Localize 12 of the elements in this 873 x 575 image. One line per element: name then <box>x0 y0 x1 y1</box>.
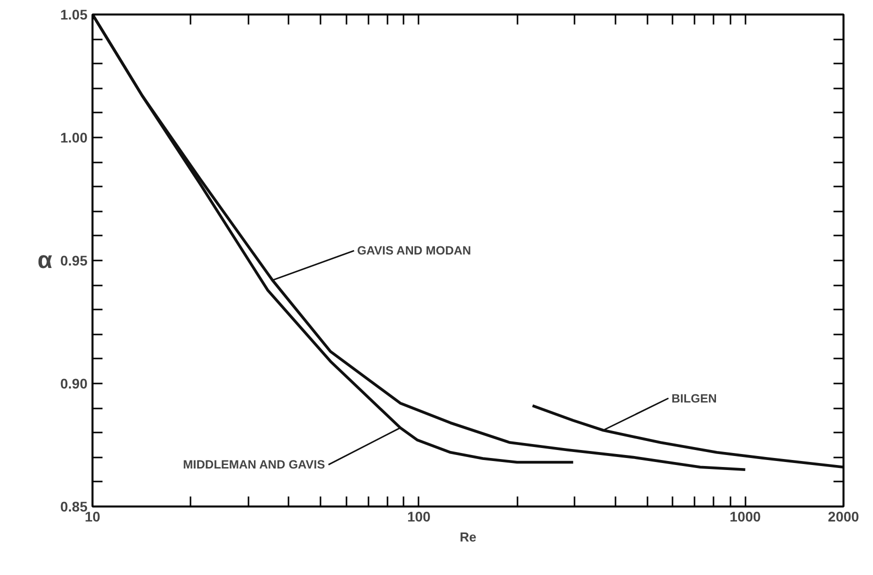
x-tick-label: 100 <box>407 508 431 524</box>
x-tick-label: 2000 <box>828 508 860 524</box>
y-tick-label: 1.05 <box>60 6 88 22</box>
x-axis-title: Re <box>460 530 476 544</box>
y-axis-title: α <box>38 247 52 274</box>
x-tick-label: 1000 <box>730 508 762 524</box>
y-tick-label: 0.90 <box>60 376 88 392</box>
annotation: GAVIS AND MODAN <box>357 244 472 258</box>
annotation: MIDDLEMAN AND GAVIS <box>183 458 326 472</box>
annotation: BILGEN <box>671 391 717 406</box>
y-tick-label: 1.00 <box>60 130 88 146</box>
y-tick-label: 0.95 <box>60 252 88 268</box>
